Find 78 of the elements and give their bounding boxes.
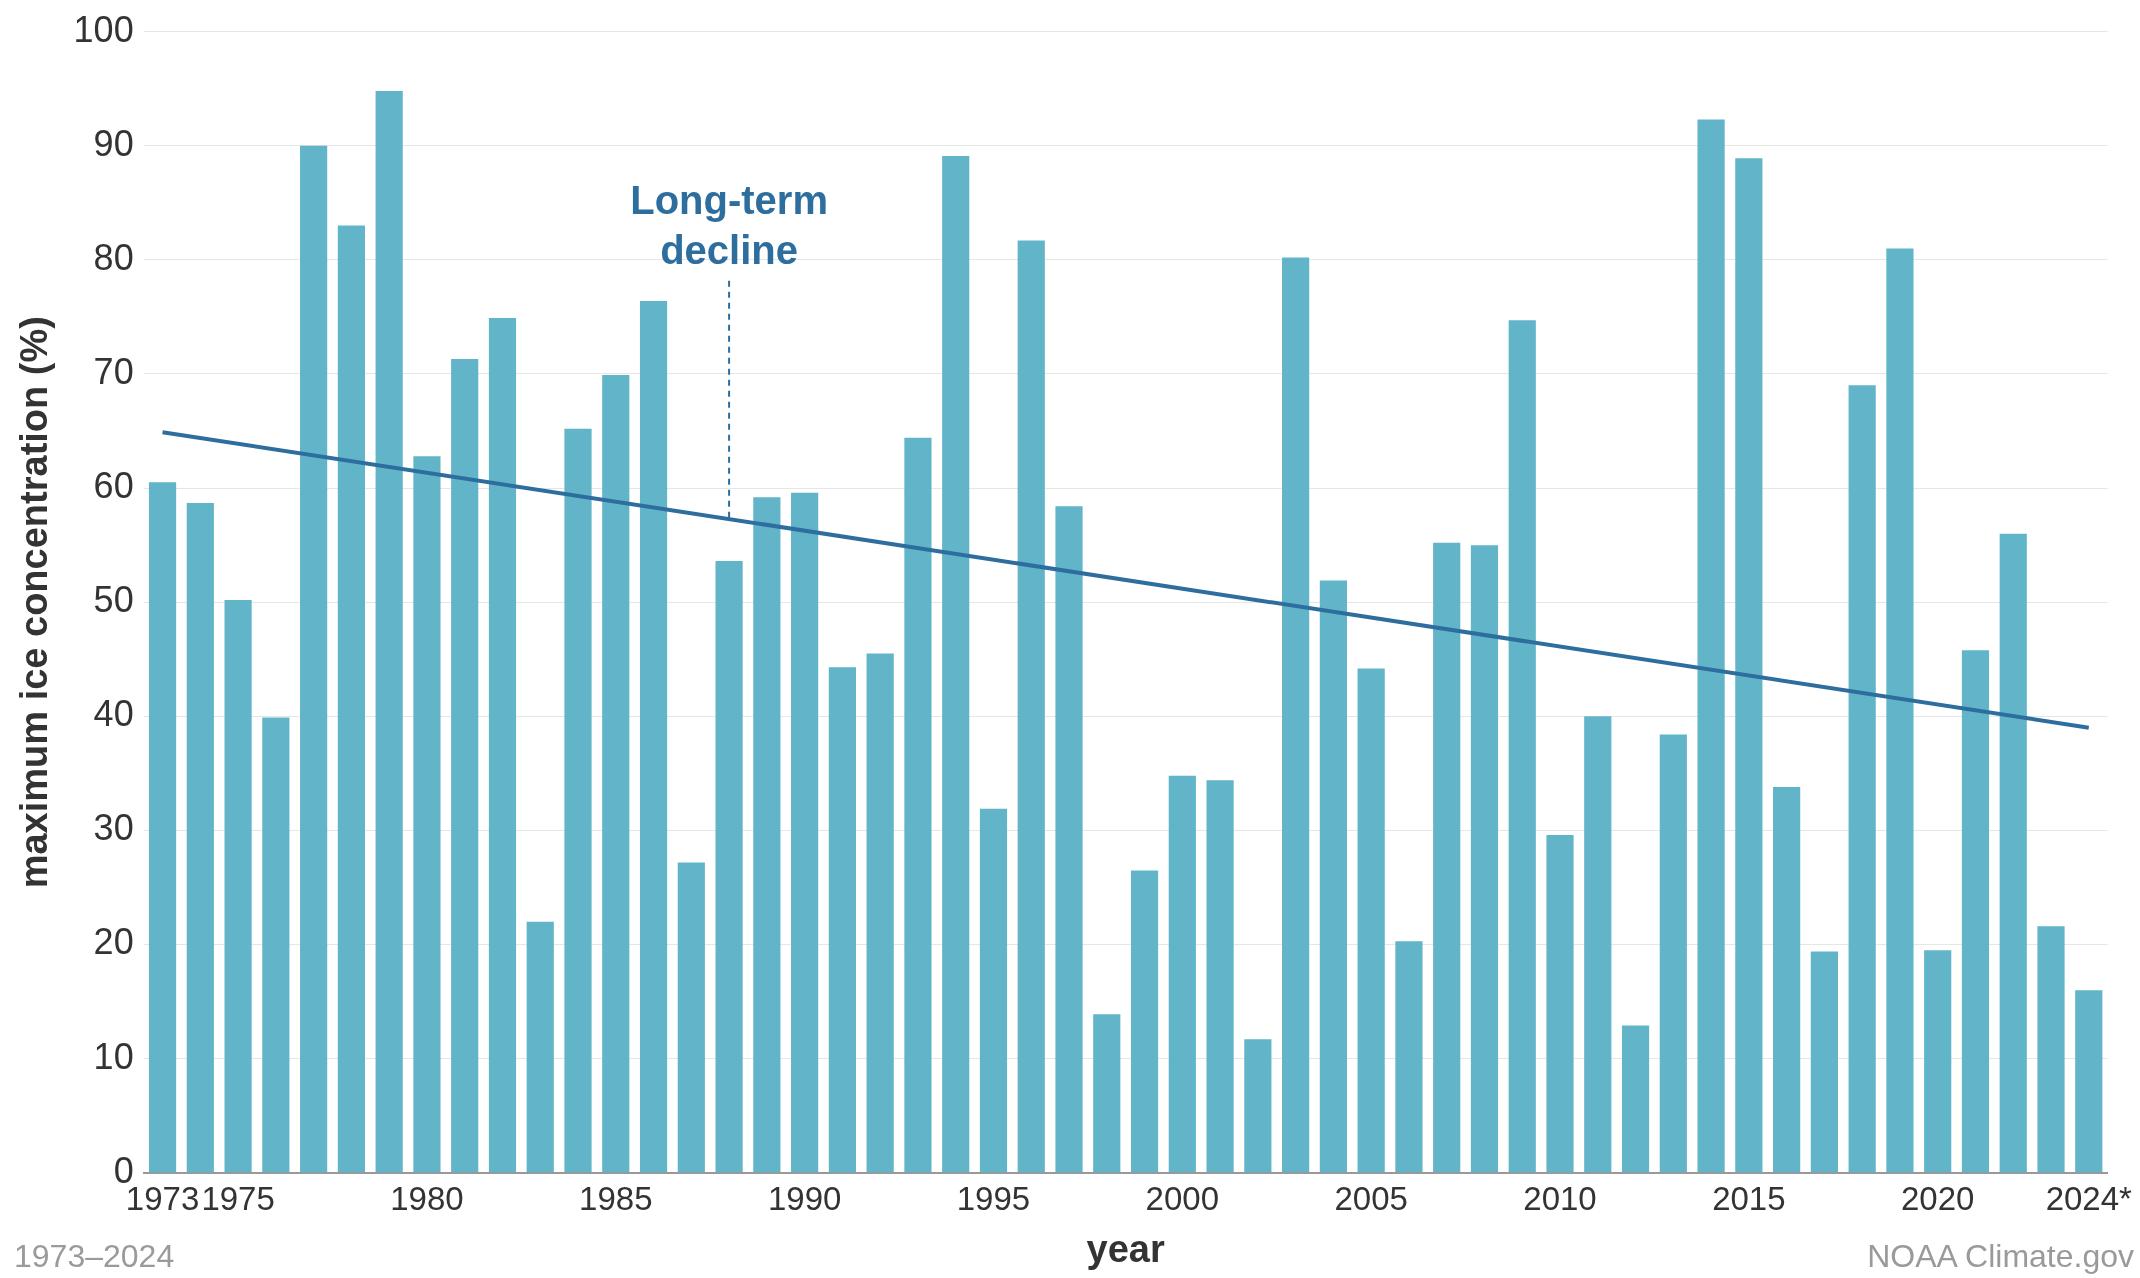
y-axis-title: maximum ice concentration (%) [13, 316, 56, 889]
annotation: Long-term decline [630, 177, 828, 272]
bar [1433, 542, 1461, 1173]
x-tick-label: 1990 [767, 1179, 842, 1217]
y-tick-label: 30 [93, 807, 134, 849]
bar [1055, 506, 1083, 1173]
bar [1961, 650, 1990, 1173]
bar [602, 375, 630, 1173]
bar [1810, 951, 1838, 1173]
bar [866, 653, 894, 1173]
x-tick-label: 2000 [1145, 1179, 1220, 1217]
bar [1584, 716, 1612, 1173]
bar [979, 808, 1008, 1173]
bar [337, 225, 365, 1173]
x-tick-label: 2015 [1712, 1179, 1786, 1217]
bar [148, 482, 177, 1173]
bar [1395, 941, 1423, 1173]
bar [1848, 385, 1876, 1173]
bar [639, 300, 668, 1173]
x-axis-title: year [1086, 1227, 1165, 1270]
x-tick-label: 1995 [956, 1179, 1031, 1217]
bar [1546, 835, 1574, 1173]
y-tick-label: 80 [93, 236, 134, 278]
bar [942, 155, 970, 1173]
bar [1357, 668, 1385, 1173]
bar [375, 90, 403, 1173]
bar [262, 717, 290, 1173]
bar [1282, 257, 1310, 1173]
bar [488, 318, 517, 1173]
bar [1319, 580, 1347, 1173]
bar [1735, 158, 1763, 1173]
bar [451, 359, 479, 1173]
y-tick-label: 50 [93, 579, 134, 621]
x-tick-label: 2005 [1334, 1179, 1408, 1217]
y-tick-label: 60 [93, 465, 134, 506]
x-tick-label: 2010 [1523, 1179, 1597, 1217]
bar [828, 667, 856, 1173]
bar [300, 145, 328, 1173]
bar [1206, 780, 1234, 1173]
x-tick-label: 2024* [2045, 1179, 2133, 1217]
x-tick-label: 1985 [579, 1179, 653, 1217]
bar [224, 599, 252, 1173]
y-tick-label: 100 [73, 8, 134, 50]
x-tick-label: 2020 [1900, 1179, 1975, 1217]
bar [1621, 1025, 1650, 1173]
bar [1017, 240, 1045, 1173]
x-tick-label: 1980 [390, 1179, 464, 1217]
bar [1508, 320, 1536, 1173]
bar [564, 428, 592, 1173]
text: NOAA Climate.gov [1867, 1237, 2134, 1274]
bar [413, 456, 441, 1173]
x-tick-label: 1975 [201, 1179, 275, 1217]
bar [1659, 734, 1687, 1173]
y-tick-label: 70 [93, 350, 134, 392]
bar [715, 561, 743, 1173]
y-tick-label: 90 [93, 122, 134, 164]
bar [2037, 926, 2065, 1173]
bar [1168, 775, 1196, 1173]
bar [791, 492, 819, 1173]
bar [904, 437, 932, 1173]
bar [1130, 870, 1159, 1173]
bar [1093, 1014, 1121, 1173]
y-tick-label: 40 [93, 693, 134, 735]
bar [526, 921, 554, 1173]
bar [1886, 248, 1914, 1173]
bar [677, 862, 705, 1173]
bar [1697, 119, 1725, 1173]
bar [186, 502, 214, 1173]
bar [1924, 950, 1952, 1173]
bar [1470, 545, 1499, 1173]
bar [1244, 1039, 1272, 1173]
bar [753, 497, 781, 1173]
y-tick-label: 10 [93, 1035, 134, 1077]
bar [2075, 990, 2103, 1173]
bar [1999, 533, 2027, 1173]
bar [1773, 787, 1801, 1173]
text: 1973–2024 [14, 1237, 175, 1274]
y-tick-label: 20 [93, 921, 134, 963]
